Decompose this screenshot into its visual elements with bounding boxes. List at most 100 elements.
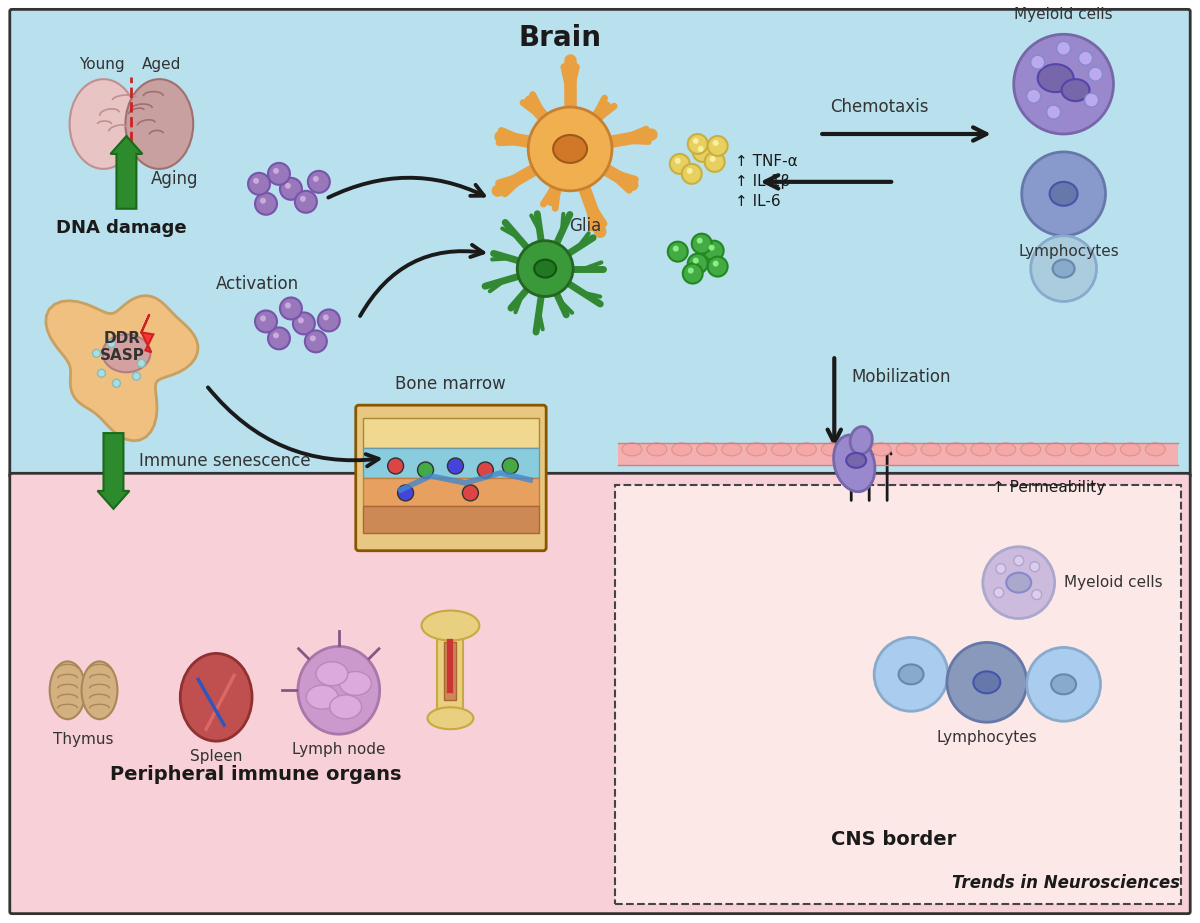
Text: Lymphocytes: Lymphocytes [936, 730, 1037, 745]
Circle shape [293, 313, 314, 334]
Bar [438, 630, 463, 715]
Ellipse shape [973, 671, 1001, 693]
Ellipse shape [647, 443, 667, 456]
Circle shape [284, 183, 290, 189]
Ellipse shape [316, 662, 348, 686]
Circle shape [692, 142, 713, 162]
Bar [362, 418, 539, 448]
Text: SASP: SASP [100, 348, 144, 363]
FancyArrow shape [110, 136, 143, 209]
Circle shape [462, 485, 479, 501]
Circle shape [667, 242, 688, 261]
Ellipse shape [622, 443, 642, 456]
Text: DNA damage: DNA damage [56, 219, 187, 236]
Text: Immune senescence: Immune senescence [139, 452, 311, 470]
Circle shape [674, 158, 680, 164]
Text: ↑ IL-1β: ↑ IL-1β [734, 174, 790, 189]
Text: ↑ TNF-α: ↑ TNF-α [734, 154, 797, 170]
Ellipse shape [1051, 675, 1076, 694]
Ellipse shape [1121, 443, 1140, 456]
Circle shape [1085, 93, 1098, 107]
Ellipse shape [1045, 443, 1066, 456]
Circle shape [1014, 34, 1114, 134]
Circle shape [268, 328, 290, 349]
Ellipse shape [427, 707, 473, 729]
Circle shape [670, 154, 690, 174]
Circle shape [697, 146, 703, 152]
Circle shape [397, 485, 414, 501]
Ellipse shape [82, 662, 118, 719]
Ellipse shape [330, 695, 361, 719]
Circle shape [692, 258, 698, 264]
Circle shape [688, 268, 694, 273]
Circle shape [97, 369, 106, 378]
Circle shape [1088, 67, 1103, 81]
Circle shape [682, 164, 702, 184]
Text: ↑ Permeability: ↑ Permeability [992, 480, 1105, 496]
Circle shape [697, 238, 703, 244]
Circle shape [108, 340, 115, 347]
Text: CNS border: CNS border [832, 831, 956, 849]
Circle shape [284, 303, 290, 308]
Ellipse shape [899, 665, 924, 684]
Ellipse shape [102, 334, 150, 372]
Ellipse shape [298, 646, 379, 734]
Text: Peripheral immune organs: Peripheral immune organs [110, 764, 402, 784]
Circle shape [478, 462, 493, 478]
Circle shape [1031, 55, 1045, 69]
Circle shape [503, 458, 518, 474]
Text: Thymus: Thymus [53, 732, 114, 748]
Ellipse shape [697, 443, 716, 456]
FancyBboxPatch shape [614, 485, 1181, 904]
Text: Lymphocytes: Lymphocytes [1019, 244, 1118, 258]
Ellipse shape [971, 443, 991, 456]
Text: Aged: Aged [142, 57, 181, 72]
Bar [362, 478, 539, 506]
Ellipse shape [126, 79, 193, 169]
Ellipse shape [797, 443, 816, 456]
Circle shape [713, 140, 719, 146]
Ellipse shape [1070, 443, 1091, 456]
Circle shape [295, 191, 317, 212]
Ellipse shape [1050, 182, 1078, 206]
Ellipse shape [421, 610, 479, 641]
Circle shape [272, 332, 278, 339]
Bar [618, 443, 1178, 465]
Circle shape [1021, 152, 1105, 235]
Circle shape [996, 564, 1006, 574]
Circle shape [704, 152, 725, 172]
Circle shape [268, 162, 290, 185]
Circle shape [313, 176, 319, 182]
Circle shape [692, 138, 698, 144]
Bar [362, 506, 539, 533]
Circle shape [300, 196, 306, 202]
Ellipse shape [896, 443, 916, 456]
Circle shape [1046, 105, 1061, 119]
Circle shape [256, 310, 277, 332]
Ellipse shape [1021, 443, 1040, 456]
Ellipse shape [846, 453, 866, 468]
Polygon shape [142, 315, 154, 353]
Text: Brain: Brain [518, 24, 601, 53]
Ellipse shape [1145, 443, 1165, 456]
Text: Trends in Neurosciences: Trends in Neurosciences [953, 874, 1181, 892]
Circle shape [709, 156, 715, 162]
Circle shape [688, 254, 708, 273]
Circle shape [983, 546, 1055, 618]
Ellipse shape [996, 443, 1015, 456]
Circle shape [1030, 562, 1039, 571]
Ellipse shape [850, 426, 872, 454]
Circle shape [683, 264, 703, 283]
Circle shape [253, 178, 259, 184]
Ellipse shape [553, 135, 587, 162]
FancyBboxPatch shape [355, 405, 546, 551]
Circle shape [260, 316, 266, 321]
Ellipse shape [306, 685, 338, 709]
Circle shape [1027, 647, 1100, 721]
Ellipse shape [1062, 79, 1090, 102]
Ellipse shape [1007, 572, 1031, 593]
Text: Spleen: Spleen [190, 749, 242, 764]
Circle shape [994, 588, 1003, 597]
Circle shape [280, 297, 302, 319]
Circle shape [709, 245, 715, 251]
